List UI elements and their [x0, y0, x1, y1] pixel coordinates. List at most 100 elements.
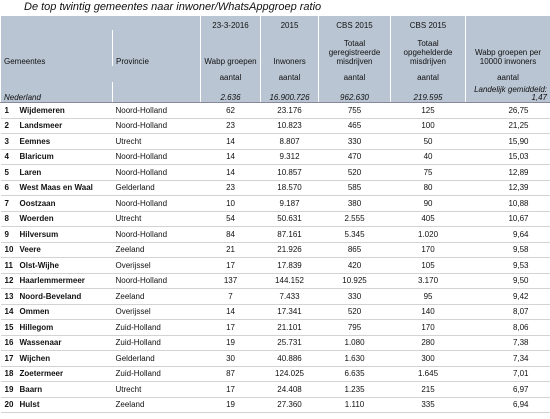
national-row: Nederland 2.636 16.900.726 962.630 219.595 La… [0, 82, 550, 103]
ratio: 9,42 [465, 288, 550, 305]
province: Zeeland [112, 242, 201, 258]
registered-crimes: 795 [318, 319, 391, 336]
province: Utrecht [112, 381, 201, 398]
rank: 1 [0, 102, 17, 119]
column-header: Wabp groepen [200, 30, 262, 66]
table-row: 17 Wijchen Gelderland 30 40.886 1.630 300 7,34 [0, 350, 550, 367]
column-header: Inwoners [260, 30, 320, 66]
solved-crimes: 100 [390, 118, 466, 134]
province: Noord-Holland [112, 118, 201, 134]
unit-label: aantal [465, 66, 550, 82]
inhabitants: 124.025 [260, 366, 319, 382]
province: Zuid-Holland [112, 319, 201, 336]
national-value: 962.630 [318, 82, 392, 103]
national-value: 2.636 [200, 82, 262, 103]
unit-label: aantal [390, 66, 467, 82]
table-row: 9 Hilversum Noord-Holland 84 87.161 5.345 1.02… [0, 226, 550, 243]
solved-crimes: 50 [390, 133, 466, 150]
table-row: 14 Ommen Overijssel 14 17.341 520 140 8,07 [0, 304, 550, 320]
header-date: 2015 [260, 16, 320, 30]
solved-crimes: 170 [390, 242, 466, 258]
table-row: 10 Veere Zeeland 21 21.926 865 170 9,58 [0, 242, 550, 258]
registered-crimes: 520 [318, 164, 391, 181]
column-header: Gemeentes [0, 30, 113, 66]
solved-crimes: 80 [390, 180, 466, 196]
table-row: 5 Laren Noord-Holland 14 10.857 520 75 12,89 [0, 164, 550, 181]
inhabitants: 17.341 [260, 304, 319, 320]
municipality: Hulst [16, 397, 113, 413]
header-date: CBS 2015 [318, 16, 392, 30]
solved-crimes: 300 [390, 350, 466, 367]
solved-crimes: 90 [390, 195, 466, 212]
ratio: 15,90 [465, 133, 550, 150]
ratio: 6,97 [465, 381, 550, 398]
wabp-groups: 14 [200, 164, 261, 181]
rank: 5 [0, 164, 17, 181]
inhabitants: 7.433 [260, 288, 319, 305]
province: Zeeland [112, 397, 201, 413]
table-body: 1 Wijdemeren Noord-Holland 62 23.176 755 125 26… [0, 102, 550, 413]
province: Utrecht [112, 133, 201, 150]
wabp-groups: 62 [200, 102, 261, 119]
wabp-groups: 14 [200, 149, 261, 165]
ratio: 7,34 [465, 350, 550, 367]
header-row: Gemeentes Provincie Wabp groepen Inwoners To… [0, 30, 550, 66]
column-header: Totaal opgehelderde misdrijven [390, 30, 467, 66]
ratio: 15,03 [465, 149, 550, 165]
solved-crimes: 140 [390, 304, 466, 320]
wabp-groups: 23 [200, 118, 261, 134]
table-row: 19 Baarn Utrecht 17 24.408 1.235 215 6,97 [0, 381, 550, 398]
national-value: 219.595 [390, 82, 467, 103]
header-cell [0, 66, 202, 82]
registered-crimes: 865 [318, 242, 391, 258]
wabp-groups: 7 [200, 288, 261, 305]
registered-crimes: 2.555 [318, 211, 391, 227]
ratio: 9,50 [465, 273, 550, 289]
inhabitants: 18.570 [260, 180, 319, 196]
municipality: Wassenaar [16, 335, 113, 351]
municipality: Haarlemmermeer [16, 273, 113, 289]
solved-crimes: 405 [390, 211, 466, 227]
column-header: Totaal geregistreerde misdrijven [318, 30, 392, 66]
rank: 6 [0, 180, 17, 196]
rank: 15 [0, 319, 17, 336]
table-row: 3 Eemnes Utrecht 14 8.807 330 50 15,90 [0, 133, 550, 150]
municipality: Wijchen [16, 350, 113, 367]
province: Noord-Holland [112, 195, 201, 212]
rank: 3 [0, 133, 17, 150]
header-cell [465, 16, 550, 30]
unit-label: aantal [260, 66, 320, 82]
municipality: Hilversum [16, 226, 113, 243]
registered-crimes: 470 [318, 149, 391, 165]
ratio: 9,53 [465, 257, 550, 274]
unit-label: aantal [200, 66, 262, 82]
ratio: 7,01 [465, 366, 550, 382]
municipality: Wijdemeren [16, 102, 113, 119]
rank: 20 [0, 397, 17, 413]
solved-crimes: 125 [390, 102, 466, 119]
table-row: 7 Oostzaan Noord-Holland 10 9.187 380 90 10,88 [0, 195, 550, 212]
table: 23-3-2016 2015 CBS 2015 CBS 2015 Gemeentes Pr… [0, 16, 550, 413]
national-name: Nederland [0, 82, 113, 103]
rank: 4 [0, 149, 17, 165]
table-row: 2 Landsmeer Noord-Holland 23 10.823 465 100 21,… [0, 118, 550, 134]
rank: 18 [0, 366, 17, 382]
registered-crimes: 1.235 [318, 381, 391, 398]
province: Overijssel [112, 304, 201, 320]
ratio: 9,58 [465, 242, 550, 258]
ratio: 12,39 [465, 180, 550, 196]
wabp-groups: 17 [200, 319, 261, 336]
registered-crimes: 420 [318, 257, 391, 274]
solved-crimes: 335 [390, 397, 466, 413]
solved-crimes: 95 [390, 288, 466, 305]
registered-crimes: 755 [318, 102, 391, 119]
inhabitants: 21.926 [260, 242, 319, 258]
province: Zuid-Holland [112, 335, 201, 351]
wabp-groups: 23 [200, 180, 261, 196]
municipality: Noord-Beveland [16, 288, 113, 305]
registered-crimes: 1.110 [318, 397, 391, 413]
table-row: 1 Wijdemeren Noord-Holland 62 23.176 755 125 26… [0, 102, 550, 119]
wabp-groups: 19 [200, 397, 261, 413]
inhabitants: 9.187 [260, 195, 319, 212]
